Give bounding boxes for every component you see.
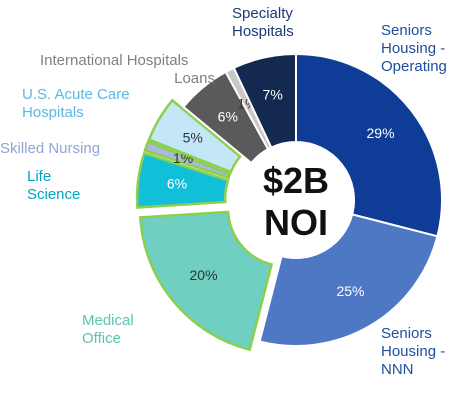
category-label: Medical Office bbox=[82, 312, 134, 347]
category-label: International Hospitals bbox=[40, 52, 189, 69]
value-label: 6% bbox=[167, 176, 187, 192]
center-label: $2B NOI bbox=[262, 160, 330, 243]
value-label: 20% bbox=[190, 267, 218, 283]
donut-slice bbox=[258, 213, 439, 347]
category-label: Seniors Housing - NNN bbox=[381, 325, 446, 378]
value-label: 7% bbox=[263, 86, 283, 102]
category-label: Skilled Nursing bbox=[0, 140, 101, 157]
donut-slice bbox=[147, 98, 242, 174]
donut-slice bbox=[138, 210, 274, 352]
category-label: Life Science bbox=[27, 168, 81, 203]
category-label: U.S. Acute Care Hospitals bbox=[22, 86, 130, 121]
category-label: Specialty Hospitals bbox=[232, 5, 294, 40]
value-label: 29% bbox=[367, 125, 395, 141]
value-label: 25% bbox=[336, 283, 364, 299]
donut-slice bbox=[232, 52, 297, 149]
donut-slice bbox=[143, 140, 232, 180]
value-label: 6% bbox=[218, 108, 238, 124]
category-label: Seniors Housing - Operating bbox=[381, 22, 447, 75]
value-label: 5% bbox=[183, 130, 203, 146]
donut-slice bbox=[135, 151, 230, 209]
donut-slice bbox=[295, 52, 443, 238]
category-label: Loans bbox=[174, 70, 215, 87]
